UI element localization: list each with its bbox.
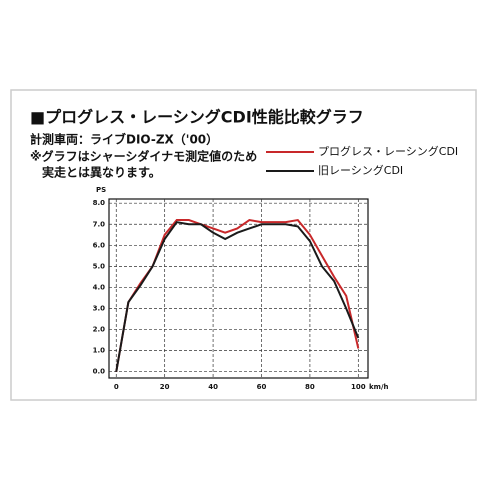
note: 実走とは異なります。 xyxy=(42,165,161,180)
y-tick-label: 0.0 xyxy=(93,368,106,376)
x-tick-label: 80 xyxy=(305,383,315,391)
chart-title: ■プログレス・レーシングCDI性能比較グラフ xyxy=(30,108,364,127)
y-tick-label: 3.0 xyxy=(93,305,106,313)
y-tick-label: 4.0 xyxy=(93,283,106,291)
x-tick-label: 0 xyxy=(114,383,119,391)
series-line xyxy=(115,221,360,372)
subtitle: 計測車両：ライブDIO-ZX（'00） xyxy=(30,132,218,147)
legend-label: 旧レーシングCDI xyxy=(318,163,403,177)
y-tick-label: 8.0 xyxy=(93,199,106,207)
y-tick-label: 1.0 xyxy=(93,347,106,355)
x-tick-label: 100 xyxy=(351,383,366,391)
x-tick-label: 60 xyxy=(257,383,267,391)
x-axis-label: km/h xyxy=(369,383,389,391)
y-tick-label: 2.0 xyxy=(93,326,106,334)
note: ※グラフはシャーシダイナモ測定値のため xyxy=(30,149,257,164)
plot-area xyxy=(108,198,369,379)
y-tick-label: 7.0 xyxy=(93,220,106,228)
frame xyxy=(10,89,477,401)
x-tick-label: 20 xyxy=(160,383,170,391)
y-tick-label: 6.0 xyxy=(93,241,106,249)
legend-label: プログレス・レーシングCDI xyxy=(318,144,458,158)
series-line xyxy=(115,218,360,372)
y-tick-label: 5.0 xyxy=(93,262,106,270)
x-tick-label: 40 xyxy=(208,383,218,391)
y-axis-label: PS xyxy=(96,186,106,194)
